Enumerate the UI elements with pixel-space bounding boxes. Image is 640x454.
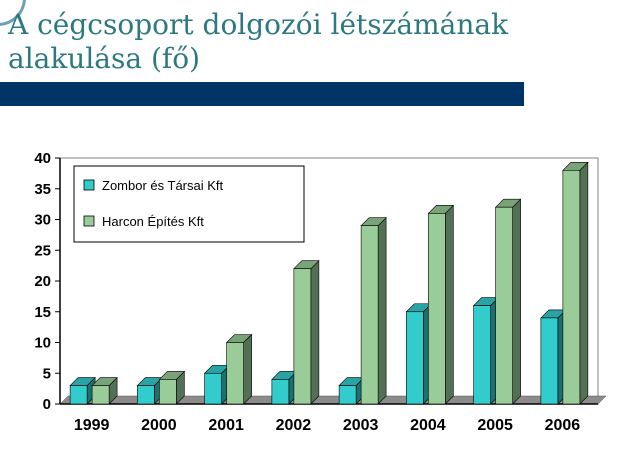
x-tick-label: 2003 <box>343 417 379 434</box>
bar-zombor-2006 <box>540 317 559 405</box>
title-underline-band <box>0 82 524 106</box>
bar-harcon-2006 <box>562 169 581 405</box>
y-tick-label: 10 <box>34 335 51 352</box>
bar-harcon-2005 <box>495 206 513 405</box>
bar-harcon-2004 <box>428 213 446 405</box>
y-tick-label: 30 <box>34 212 51 229</box>
x-tick-label: 2002 <box>276 417 312 434</box>
x-tick-label: 1999 <box>74 417 110 434</box>
x-tick-label: 2001 <box>208 417 244 434</box>
slide-title: A cégcsoport dolgozói létszámának alakul… <box>8 8 509 75</box>
bar-zombor-2005 <box>473 305 491 405</box>
bar-harcon-2000 <box>159 379 177 405</box>
legend-swatch-harcon <box>83 215 95 227</box>
x-tick-label: 2005 <box>477 417 513 434</box>
x-tick-label: 2006 <box>545 417 581 434</box>
bar-harcon-2001 <box>226 342 244 405</box>
y-tick-label: 0 <box>43 396 51 413</box>
y-tick-label: 35 <box>34 181 51 198</box>
bar-side-harcon-2003 <box>377 216 387 405</box>
y-tick-label: 40 <box>34 150 51 167</box>
legend-box <box>73 165 305 243</box>
legend-label-harcon: Harcon Építés Kft <box>102 214 204 229</box>
bar-zombor-1999 <box>69 385 88 405</box>
bar-harcon-2002 <box>293 268 312 405</box>
y-tick-label: 15 <box>34 304 51 321</box>
y-tick-label: 25 <box>34 242 51 259</box>
bar-side-harcon-2002 <box>310 259 320 405</box>
bar-zombor-2004 <box>406 311 424 405</box>
x-tick-label: 2000 <box>141 417 177 434</box>
bar-harcon-2003 <box>360 225 379 405</box>
legend-label-zombor: Zombor és Társai Kft <box>102 178 224 193</box>
bar-side-harcon-2004 <box>445 204 454 405</box>
bar-side-harcon-2005 <box>512 198 521 405</box>
chart-svg: 0 5 10 15 20 25 30 35 40 1999 2000 2001 2002 2003 2004… <box>34 150 607 434</box>
bar-zombor-2000 <box>137 385 155 405</box>
bar-zombor-2003 <box>338 385 357 405</box>
bar-side-harcon-2006 <box>579 161 589 405</box>
bar-zombor-2002 <box>271 379 290 405</box>
y-tick-label: 20 <box>34 273 51 290</box>
x-tick-label: 2004 <box>410 417 446 434</box>
bar-side-harcon-2001 <box>243 333 252 405</box>
y-tick-label: 5 <box>43 365 51 382</box>
bar-zombor-2001 <box>204 372 222 405</box>
bar-harcon-1999 <box>91 385 110 405</box>
legend-swatch-zombor <box>83 179 95 191</box>
